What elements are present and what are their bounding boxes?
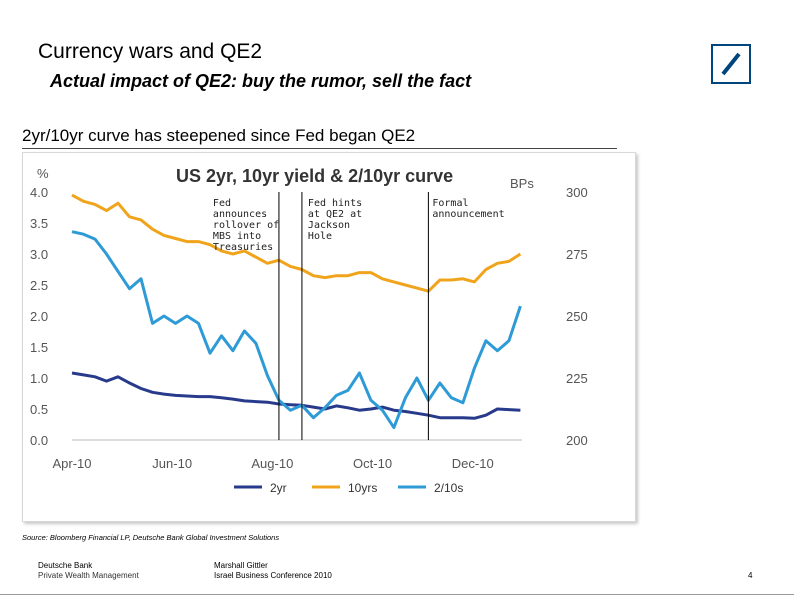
event-annotation-line: announcement: [432, 209, 504, 220]
y-left-tick-label: 1.5: [30, 340, 48, 355]
series-line-2yr: [71, 371, 521, 420]
y-left-tick-label: 1.0: [30, 371, 48, 386]
y-left-unit-label: %: [37, 166, 49, 181]
x-tick-label: Aug-10: [251, 456, 293, 471]
legend-label: 2/10s: [434, 481, 463, 495]
footer-division: Private Wealth Management: [38, 571, 139, 580]
y-right-tick-label: 250: [566, 309, 588, 324]
event-annotation-line: Formal: [432, 198, 468, 209]
event-annotation-line: announces: [213, 209, 267, 220]
series-line-10yrs: [71, 193, 522, 293]
page-number: 4: [748, 571, 753, 580]
section-divider: [22, 148, 617, 149]
x-tick-label: Oct-10: [353, 456, 392, 471]
yield-curve-chart: US 2yr, 10yr yield & 2/10yr curve% BPs 4.0…: [30, 166, 588, 495]
series-line-2-10s: [71, 230, 522, 430]
footer-event: Israel Business Conference 2010: [214, 571, 332, 580]
event-annotation: Fed hints at QE2 at Jackson Hole: [308, 198, 362, 242]
chart-title: US 2yr, 10yr yield & 2/10yr curve: [176, 166, 453, 186]
event-annotation-line: Hole: [308, 231, 332, 242]
logo-slash-icon: [721, 52, 741, 76]
y-left-tick-label: 0.5: [30, 402, 48, 417]
event-annotation-line: MBS into: [213, 231, 261, 242]
event-annotation-line: Fed hints: [308, 198, 362, 209]
slide-subtitle: Actual impact of QE2: buy the rumor, sel…: [50, 71, 472, 91]
legend-label: 10yrs: [348, 481, 377, 495]
footer-divider: [0, 594, 794, 595]
event-annotation-line: Treasuries: [213, 242, 273, 253]
deutsche-bank-logo: [711, 44, 751, 84]
source-note: Source: Bloomberg Financial LP, Deutsche…: [22, 533, 280, 542]
event-annotation: Formal announcement: [432, 198, 504, 220]
y-left-tick-label: 3.0: [30, 247, 48, 262]
y-left-tick-label: 3.5: [30, 216, 48, 231]
y-left-tick-label: 2.5: [30, 278, 48, 293]
y-left-tick-label: 2.0: [30, 309, 48, 324]
section-heading: 2yr/10yr curve has steepened since Fed b…: [22, 126, 416, 145]
y-right-tick-label: 275: [566, 247, 588, 262]
event-annotation-line: at QE2 at: [308, 209, 362, 220]
y-left-tick-label: 4.0: [30, 185, 48, 200]
event-annotation-line: Fed: [213, 198, 231, 209]
legend-label: 2yr: [270, 481, 287, 495]
y-left-tick-label: 0.0: [30, 433, 48, 448]
event-annotation-line: rollover of: [213, 220, 279, 231]
y-right-tick-label: 300: [566, 185, 588, 200]
x-tick-label: Apr-10: [52, 456, 91, 471]
y-right-tick-label: 200: [566, 433, 588, 448]
chart-frame: [22, 152, 636, 522]
y-right-tick-label: 225: [566, 371, 588, 386]
footer-company: Deutsche Bank: [38, 561, 93, 570]
slide-title: Currency wars and QE2: [38, 40, 263, 63]
x-tick-label: Jun-10: [152, 456, 192, 471]
x-tick-label: Dec-10: [452, 456, 494, 471]
event-annotation-line: Jackson: [308, 220, 350, 231]
event-annotation: Fed announces rollover of MBS into Treasurie…: [213, 198, 279, 253]
footer-author: Marshall Gittler: [214, 561, 268, 570]
y-right-unit-label: BPs: [510, 176, 534, 191]
